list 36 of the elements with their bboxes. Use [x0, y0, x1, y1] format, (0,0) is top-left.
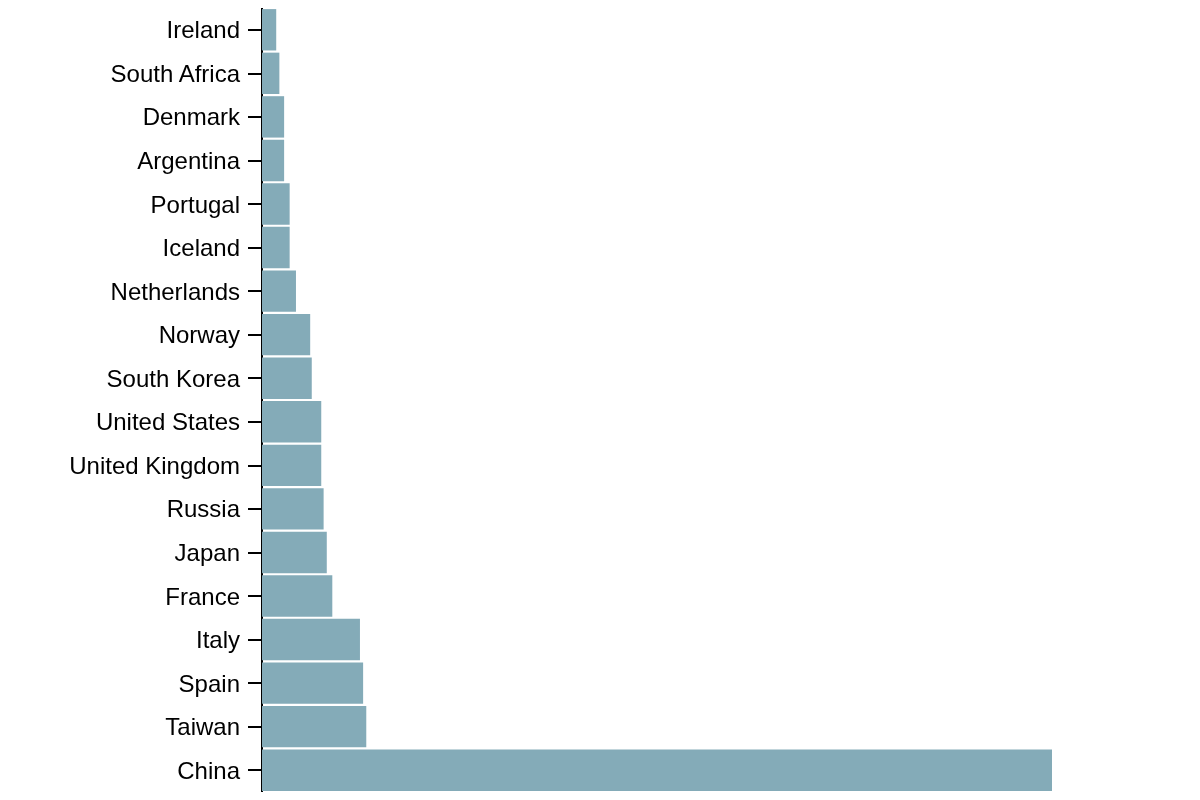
bar: [262, 705, 367, 748]
bar: [262, 183, 290, 225]
y-tick-label: United States: [95, 408, 240, 436]
bar: [262, 488, 324, 530]
y-tick-label: China: [177, 756, 241, 784]
bar: [262, 401, 322, 443]
bar: [262, 9, 277, 51]
bar: [262, 575, 333, 617]
y-tick-label: Iceland: [162, 234, 240, 262]
y-tick-label: United Kingdom: [69, 451, 240, 479]
bar: [262, 139, 285, 182]
bar: [262, 52, 280, 95]
bar: [262, 313, 311, 356]
y-tick-label: Ireland: [166, 16, 240, 44]
bar: [262, 96, 285, 138]
y-tick-label: Japan: [174, 538, 240, 566]
y-tick-label: Netherlands: [110, 277, 240, 305]
y-tick-label: Russia: [166, 495, 241, 523]
bar: [262, 357, 312, 399]
y-tick-label: South Korea: [106, 364, 241, 392]
bar: [262, 618, 360, 661]
bar: [262, 749, 1052, 791]
bar: [262, 270, 296, 312]
y-tick-label: Portugal: [150, 190, 240, 218]
y-tick-label: Spain: [178, 669, 240, 697]
y-tick-label: France: [165, 582, 240, 610]
bar: [262, 531, 327, 574]
y-tick-label: Denmark: [142, 103, 241, 131]
y-tick-label: Italy: [195, 626, 240, 654]
y-tick-label: Taiwan: [165, 713, 240, 741]
y-tick-label: Argentina: [137, 146, 241, 174]
bar: [262, 226, 290, 269]
y-tick-label: Norway: [158, 321, 240, 349]
y-tick-label: South Africa: [110, 59, 241, 87]
bar: [262, 662, 364, 704]
bar: [262, 444, 322, 487]
